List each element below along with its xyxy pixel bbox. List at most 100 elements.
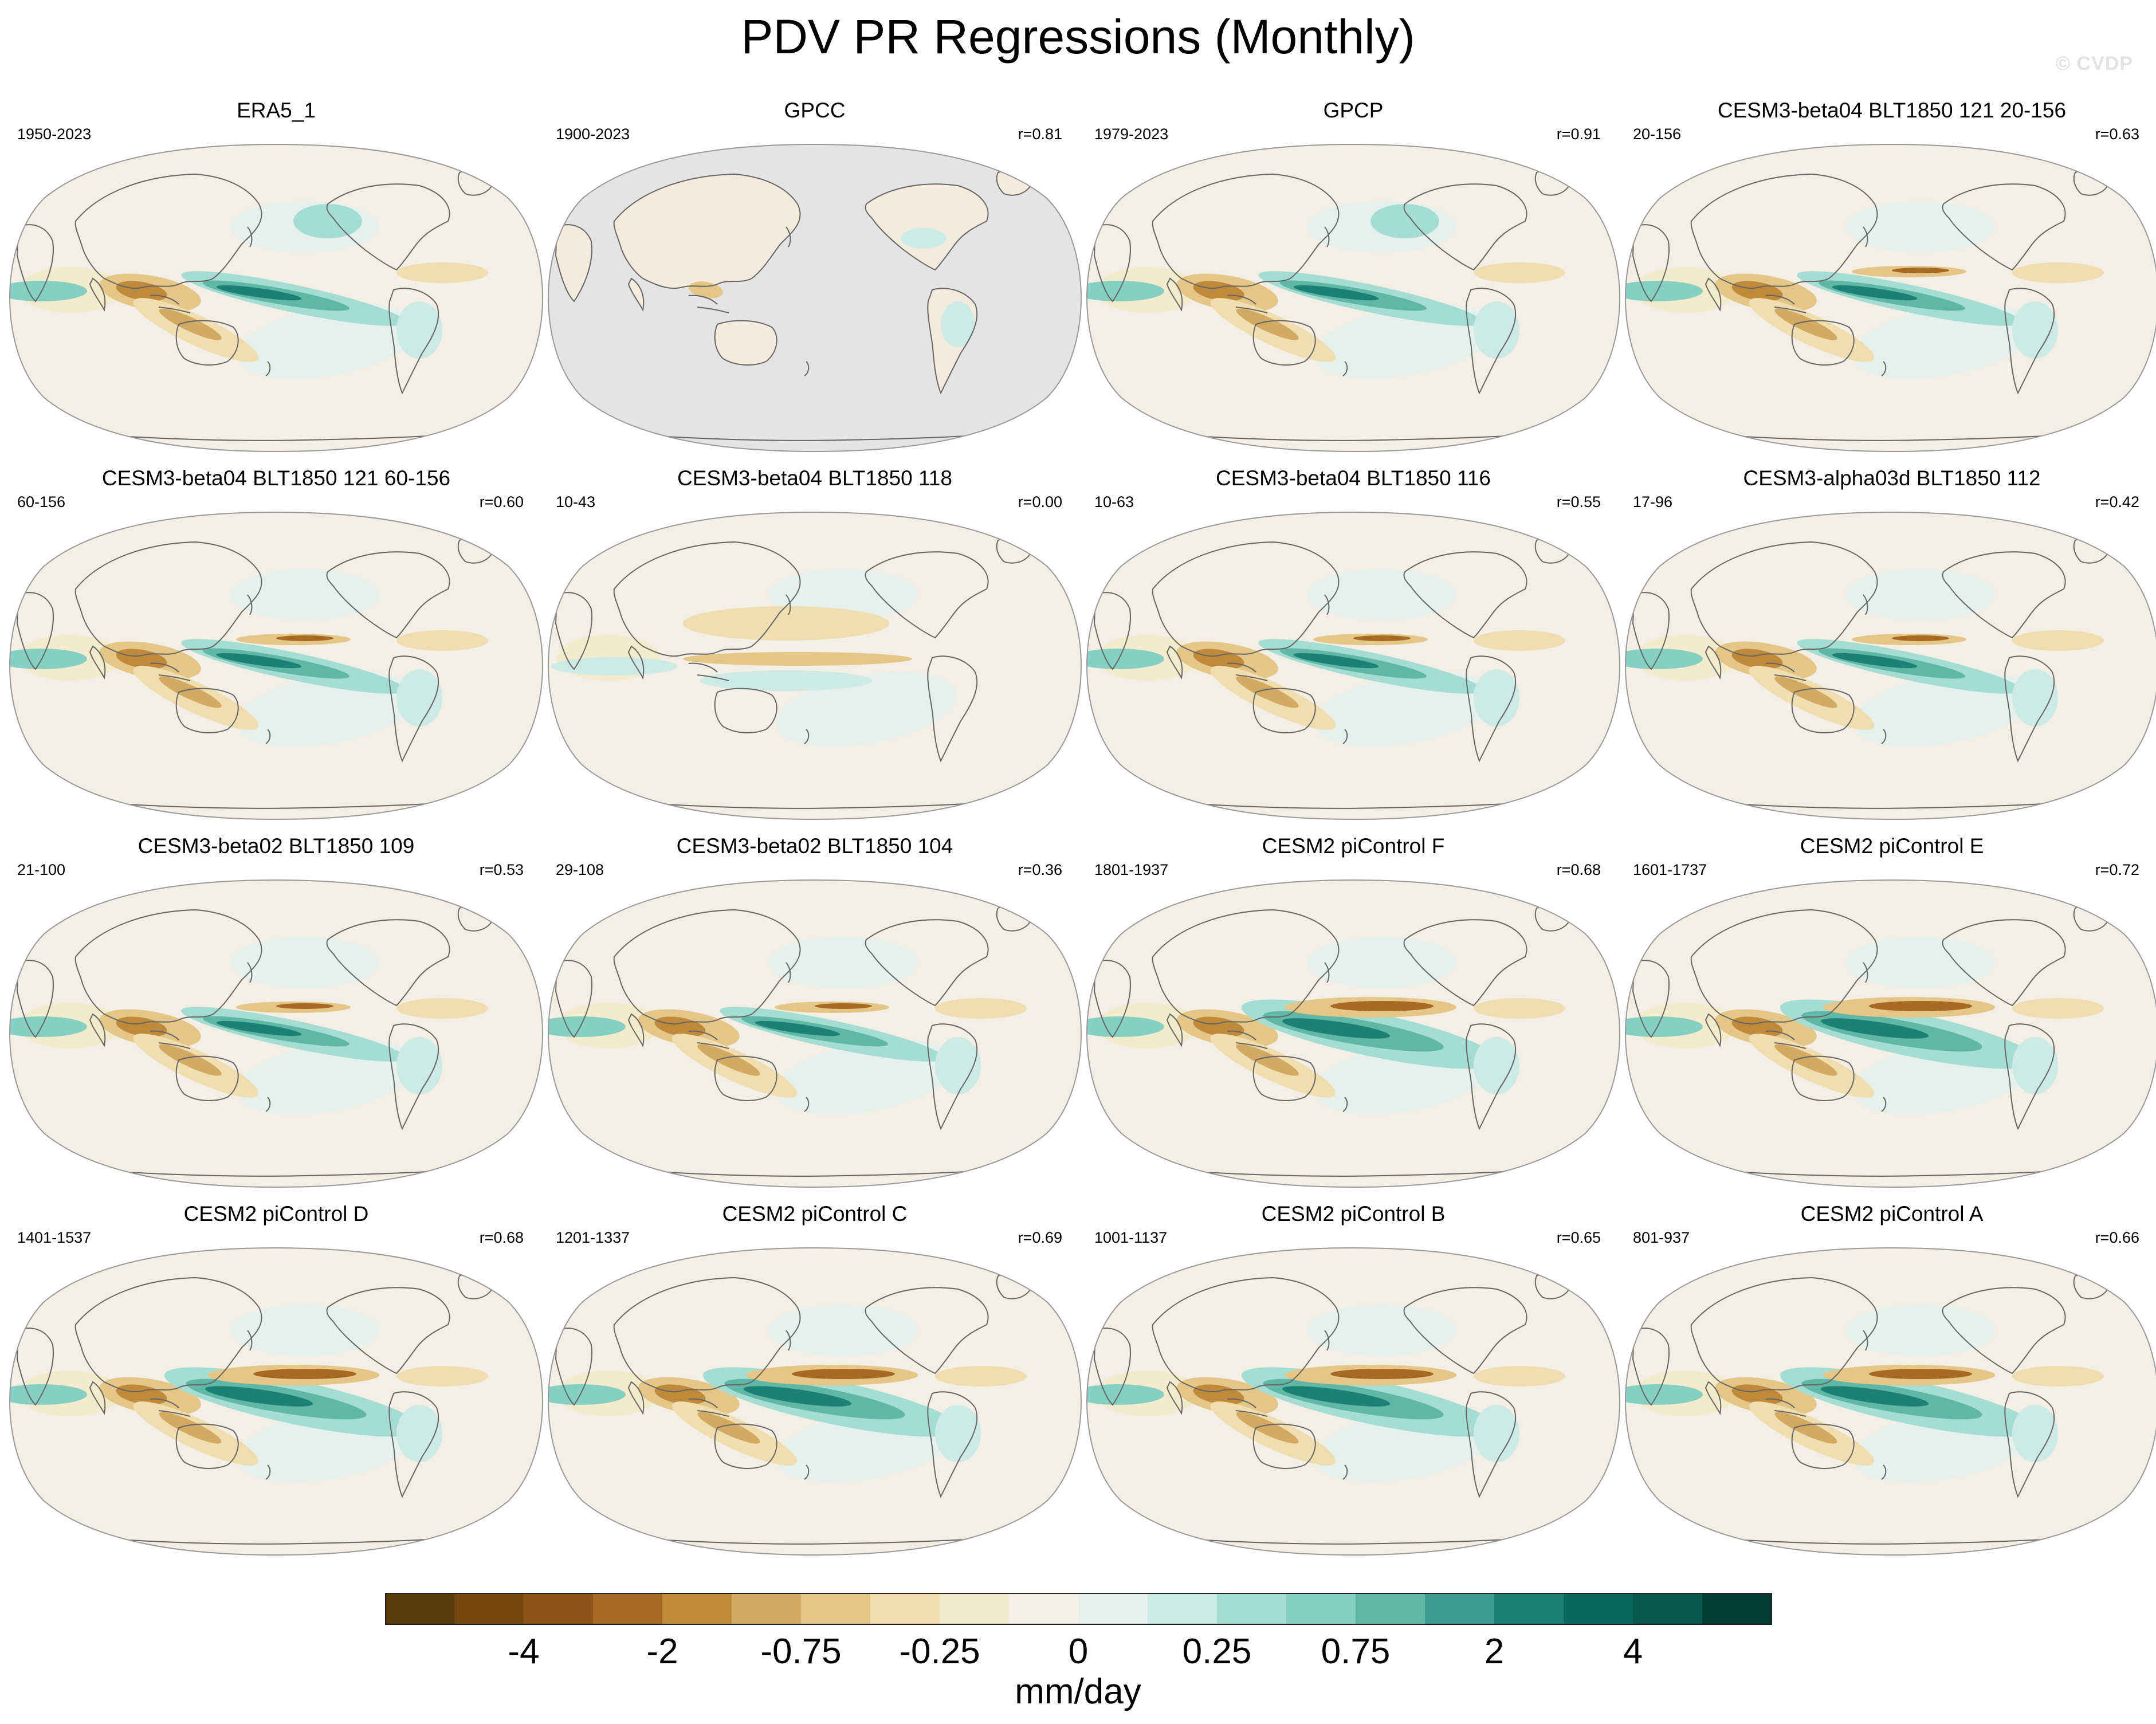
anomaly-namer bbox=[901, 228, 947, 249]
panel-title: ERA5_1 bbox=[237, 99, 316, 122]
land-india bbox=[629, 278, 644, 310]
coastline-india bbox=[1705, 1013, 1722, 1047]
anomaly-itcz-dry-core bbox=[815, 1003, 872, 1009]
colorbar-cell bbox=[1286, 1593, 1356, 1625]
coastline-japan bbox=[247, 1330, 253, 1351]
coastline-samer bbox=[2004, 655, 2055, 763]
panel-1: ERA5_1 1950-2023 bbox=[7, 97, 545, 453]
coastline-india bbox=[1166, 1381, 1183, 1415]
anomaly-samer-wet bbox=[935, 1037, 981, 1094]
anomaly-equatorial-wet-core bbox=[1832, 653, 1918, 669]
coastline-aus bbox=[1252, 1423, 1316, 1469]
colorbar-cell bbox=[940, 1593, 1010, 1625]
colorbar-cell bbox=[1702, 1593, 1772, 1625]
panel-map bbox=[1086, 511, 1621, 820]
coastline-namer bbox=[326, 183, 450, 271]
coastline-africa bbox=[16, 224, 54, 303]
panel-pattern-correlation: r=0.65 bbox=[1556, 1229, 1601, 1246]
anomaly-atlantic-dry bbox=[1474, 262, 1565, 283]
anomaly-itcz-dry-core bbox=[1892, 635, 1949, 641]
coastline-asia bbox=[613, 541, 801, 657]
map-outline bbox=[1624, 1247, 2156, 1556]
anomaly-north-pacific bbox=[769, 937, 918, 988]
coastline-indo bbox=[1765, 1030, 1807, 1049]
colorbar-tick-label: 0.75 bbox=[1321, 1632, 1391, 1671]
anomaly-north-pacific-wet bbox=[1370, 204, 1439, 238]
coastline-asia bbox=[1152, 173, 1340, 289]
anomaly-north-pacific bbox=[230, 1305, 379, 1356]
coastline-india bbox=[1705, 1381, 1722, 1415]
map-outline bbox=[9, 511, 544, 820]
coastline-africa bbox=[555, 1328, 592, 1406]
coastline-india bbox=[627, 277, 645, 312]
anomaly-itcz-dry-core bbox=[1330, 1369, 1434, 1379]
panel-years: 1950-2023 bbox=[17, 125, 92, 143]
anomaly-spcz-dry-core bbox=[159, 308, 222, 340]
coastline-namer bbox=[326, 1287, 450, 1375]
panel-years: 20-156 bbox=[1633, 125, 1682, 143]
colorbar-tick-label: 2 bbox=[1484, 1632, 1505, 1671]
anomaly-samer bbox=[941, 301, 975, 347]
anomaly-equatorial-wet-core bbox=[1293, 285, 1379, 301]
coastline-india bbox=[1166, 1013, 1183, 1047]
coastline-africa bbox=[16, 1328, 54, 1406]
coastline-indo bbox=[150, 294, 191, 313]
panel-years: 1900-2023 bbox=[556, 125, 630, 143]
coastline-asia bbox=[613, 173, 801, 289]
panel-pattern-correlation: r=0.60 bbox=[479, 493, 524, 510]
anomaly-spcz-dry-core bbox=[1774, 1412, 1837, 1444]
coastline-nz bbox=[1342, 729, 1348, 744]
coastline-africa bbox=[555, 592, 592, 670]
colorbar-tick-label: 0.25 bbox=[1182, 1632, 1252, 1671]
coastline-indo bbox=[150, 1030, 191, 1049]
panel-9: CESM3-beta02 BLT1850 109 21-100 r=0.53 bbox=[7, 833, 545, 1188]
anomaly-atlantic-dry bbox=[2012, 1366, 2104, 1387]
anomaly-equatorial-wet-core bbox=[216, 653, 302, 669]
coastline-japan bbox=[1863, 1330, 1868, 1351]
coastline-aus bbox=[175, 320, 239, 366]
colorbar-cell bbox=[454, 1593, 524, 1625]
coastline-indo bbox=[150, 662, 191, 681]
coastline-japan bbox=[1324, 226, 1330, 248]
coastline-japan bbox=[786, 962, 791, 983]
coastline-aus bbox=[1252, 320, 1316, 366]
land-namer bbox=[865, 184, 988, 270]
map-outline bbox=[1086, 879, 1621, 1188]
anomaly-atlantic-dry bbox=[396, 1366, 488, 1387]
coastline-india bbox=[89, 645, 106, 680]
map-outline bbox=[1624, 143, 2156, 453]
coastline-aus bbox=[1252, 688, 1316, 733]
anomaly-samer-wet bbox=[2012, 669, 2058, 726]
anomaly-atlantic-dry bbox=[2012, 630, 2104, 651]
anomaly-spcz-dry-core bbox=[1236, 1044, 1299, 1076]
coastline-africa bbox=[16, 960, 54, 1038]
anomaly-atlantic-dry bbox=[2012, 262, 2104, 283]
anomaly-samer-wet bbox=[396, 1037, 442, 1094]
coastline-africa bbox=[1632, 592, 1670, 670]
coastline-africa bbox=[1093, 592, 1131, 670]
colorbar-tick-label: 0 bbox=[1068, 1632, 1089, 1671]
panel-pattern-correlation: r=0.69 bbox=[1018, 1229, 1062, 1246]
coastline-aus bbox=[1791, 688, 1855, 733]
coastline-indo bbox=[1765, 1398, 1807, 1417]
anomaly-south-pacific bbox=[776, 671, 957, 747]
map-outline bbox=[1624, 879, 2156, 1188]
panel-years: 1979-2023 bbox=[1094, 125, 1169, 143]
anomaly-north-pacific bbox=[1846, 569, 1995, 621]
panel-years: 1601-1737 bbox=[1633, 861, 1707, 878]
panel-title: GPCP bbox=[1323, 99, 1384, 122]
panel-map bbox=[1624, 511, 2156, 820]
colorbar-cell bbox=[1633, 1593, 1703, 1625]
panel-13: CESM2 piControl D 1401-1537 r=0.68 bbox=[7, 1201, 545, 1556]
coastline-japan bbox=[1863, 594, 1868, 615]
panel-years: 1201-1337 bbox=[556, 1229, 630, 1246]
panel-title: CESM2 piControl B bbox=[1261, 1202, 1446, 1226]
panel-5: CESM3-beta04 BLT1850 121 60-156 60-156 r=0… bbox=[7, 465, 545, 820]
map-outline bbox=[9, 1247, 544, 1556]
coastline-samer bbox=[2004, 288, 2055, 395]
anomaly-samer-wet bbox=[2012, 1037, 2058, 1094]
coastline-namer bbox=[1942, 919, 2066, 1007]
anomaly-itcz-dry-core bbox=[792, 1369, 895, 1379]
panel-title: CESM3-beta04 BLT1850 116 bbox=[1216, 466, 1491, 490]
coastline-indo bbox=[1227, 662, 1268, 681]
